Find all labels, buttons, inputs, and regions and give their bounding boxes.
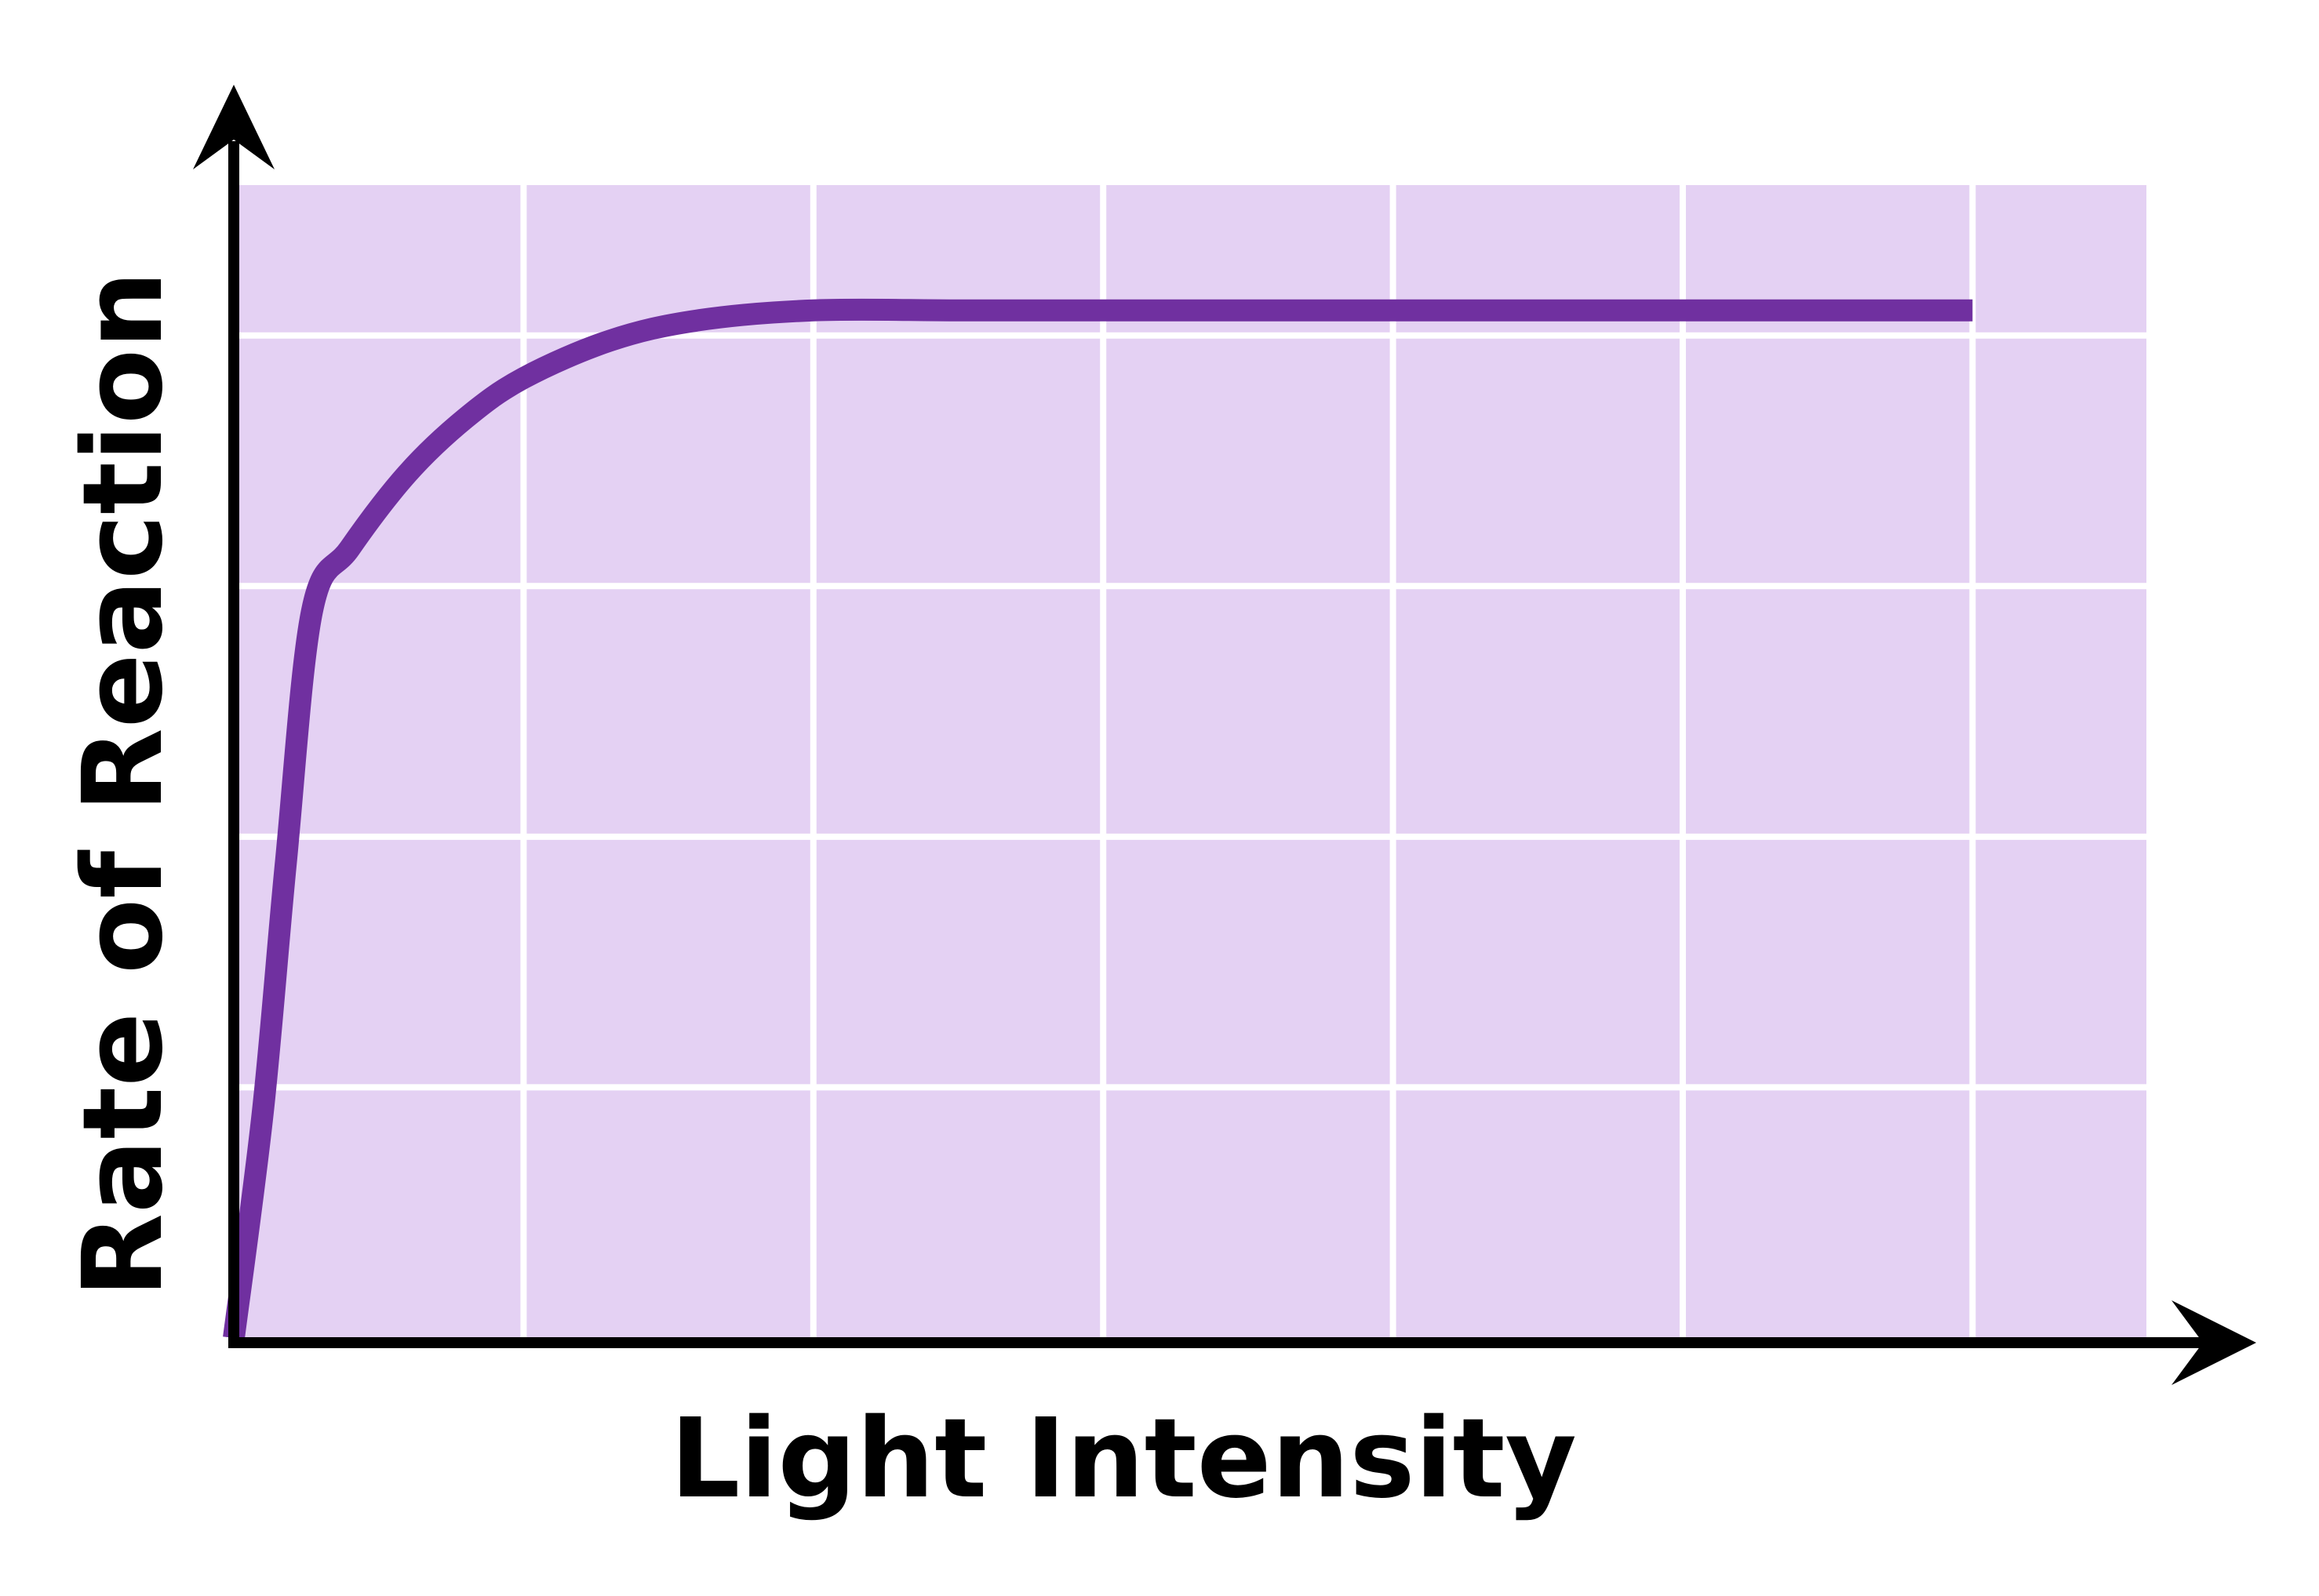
grid <box>234 185 2146 1338</box>
y-axis-label: Rate of Reaction <box>60 271 187 1298</box>
axes <box>193 85 2256 1385</box>
x-axis-label: Light Intensity <box>670 1395 1577 1523</box>
series-line-rate-of-reaction <box>223 298 1973 1340</box>
x-axis-arrowhead <box>2172 1300 2256 1385</box>
plot-area <box>232 185 2146 1338</box>
y-axis-arrowhead <box>193 85 275 169</box>
